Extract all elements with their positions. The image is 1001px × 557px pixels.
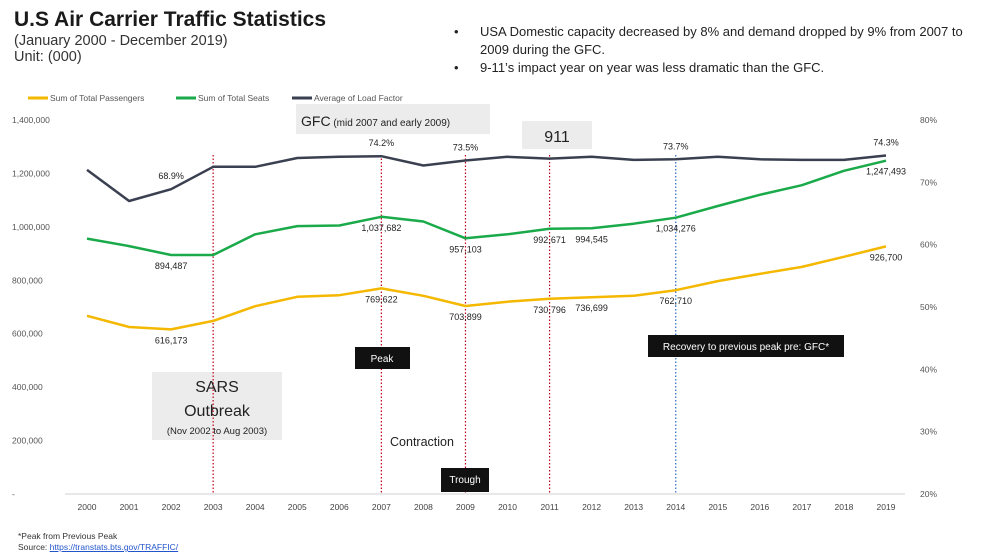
series-line <box>86 154 887 203</box>
x-axis-tick-label: 2013 <box>624 502 643 512</box>
x-axis-tick-label: 2019 <box>877 502 896 512</box>
sars-label-line1: SARS <box>195 379 239 396</box>
contraction-label: Contraction <box>390 435 454 449</box>
trough-badge <box>441 468 489 492</box>
left-axis-tick-label: 600,000 <box>12 329 43 339</box>
source-link[interactable]: https://transtats.bts.gov/TRAFFIC/ <box>49 542 179 552</box>
right-axis-tick-label: 40% <box>920 364 937 374</box>
x-axis-tick-label: 2018 <box>834 502 853 512</box>
series-line <box>86 245 887 331</box>
x-axis-tick-label: 2011 <box>540 502 559 512</box>
chart-title: U.S Air Carrier Traffic Statistics <box>14 8 327 31</box>
data-label: 1,034,276 <box>656 224 696 234</box>
right-axis-tick-label: 30% <box>920 427 937 437</box>
peak-badge <box>355 347 410 369</box>
data-label: 894,487 <box>155 261 188 271</box>
data-label: 616,173 <box>155 335 188 345</box>
x-axis-tick-label: 2009 <box>456 502 475 512</box>
series-line <box>86 159 887 257</box>
right-axis-tick-label: 60% <box>920 240 937 250</box>
recovery-badge <box>648 335 844 357</box>
sars-detail: (Nov 2002 to Aug 2003) <box>167 426 267 437</box>
data-label: 74.3% <box>873 138 899 148</box>
left-axis-tick-label: 1,000,000 <box>12 222 50 232</box>
event-911-box <box>522 121 592 149</box>
peak-label: Peak <box>371 354 395 365</box>
data-label: 762,710 <box>659 296 692 306</box>
data-label: 957,103 <box>449 244 482 254</box>
subtitle-date-range: (January 2000 - December 2019) <box>14 33 228 49</box>
x-axis-tick-label: 2006 <box>330 502 349 512</box>
right-axis-tick-label: 50% <box>920 302 937 312</box>
note-item: USA Domestic capacity decreased by 8% an… <box>452 23 972 59</box>
left-axis-tick-label: 200,000 <box>12 436 43 446</box>
gfc-annotation-box <box>296 104 490 134</box>
data-label: 74.2% <box>369 138 395 148</box>
data-label: 73.7% <box>663 141 689 151</box>
sars-annotation-box <box>152 372 282 440</box>
event-911-label: 911 <box>544 129 570 146</box>
data-label: 703,899 <box>449 312 482 322</box>
x-axis-tick-label: 2008 <box>414 502 433 512</box>
right-axis-tick-label: 80% <box>920 115 937 125</box>
left-axis-tick-label: - <box>12 489 15 499</box>
recovery-label: Recovery to previous peak pre: GFC* <box>663 342 829 353</box>
x-axis-tick-label: 2005 <box>288 502 307 512</box>
x-axis-tick-label: 2016 <box>750 502 769 512</box>
sars-label-line2: Outbreak <box>184 403 251 420</box>
left-axis-tick-label: 800,000 <box>12 275 43 285</box>
x-axis-tick-label: 2014 <box>666 502 685 512</box>
left-axis-tick-label: 1,400,000 <box>12 115 50 125</box>
legend-label: Average of Load Factor <box>314 93 403 103</box>
data-label: 769,622 <box>365 294 398 304</box>
legend-label: Sum of Total Passengers <box>50 93 144 103</box>
right-axis-tick-label: 20% <box>920 489 937 499</box>
footer-source: Source: https://transtats.bts.gov/TRAFFI… <box>18 542 178 552</box>
x-axis-tick-label: 2010 <box>498 502 517 512</box>
subtitle-unit: Unit: (000) <box>14 49 82 65</box>
gfc-annotation-label: GFC (mid 2007 and early 2009) <box>301 113 450 129</box>
x-axis-tick-label: 2007 <box>372 502 391 512</box>
data-label: 1,247,493 <box>866 167 906 177</box>
note-item: 9-11’s impact year on year was less dram… <box>452 59 972 77</box>
x-axis-tick-label: 2012 <box>582 502 601 512</box>
data-label: 1,037,682 <box>361 223 401 233</box>
chart-subtitle: (January 2000 - December 2019) Unit: (00… <box>14 33 228 65</box>
data-label: 730,796 <box>533 305 566 315</box>
x-axis-tick-label: 2003 <box>204 502 223 512</box>
x-axis-tick-label: 2015 <box>708 502 727 512</box>
x-axis-tick-label: 2000 <box>78 502 97 512</box>
x-axis-tick-label: 2001 <box>120 502 139 512</box>
left-axis-tick-label: 400,000 <box>12 382 43 392</box>
data-label: 73.5% <box>453 143 479 153</box>
x-axis-tick-label: 2017 <box>792 502 811 512</box>
data-label: 68.9% <box>158 171 184 181</box>
data-label: 994,545 <box>575 234 608 244</box>
left-axis-tick-label: 1,200,000 <box>12 168 50 178</box>
data-label: 926,700 <box>870 252 903 262</box>
x-axis-tick-label: 2004 <box>246 502 265 512</box>
trough-label: Trough <box>449 475 480 486</box>
footer-note: *Peak from Previous Peak <box>18 531 118 541</box>
right-axis-tick-label: 70% <box>920 177 937 187</box>
data-label: 736,699 <box>575 303 608 313</box>
legend-label: Sum of Total Seats <box>198 93 269 103</box>
data-label: 992,671 <box>533 235 566 245</box>
source-label: Source: <box>18 542 50 552</box>
key-notes: USA Domestic capacity decreased by 8% an… <box>452 23 972 77</box>
x-axis-tick-label: 2002 <box>162 502 181 512</box>
